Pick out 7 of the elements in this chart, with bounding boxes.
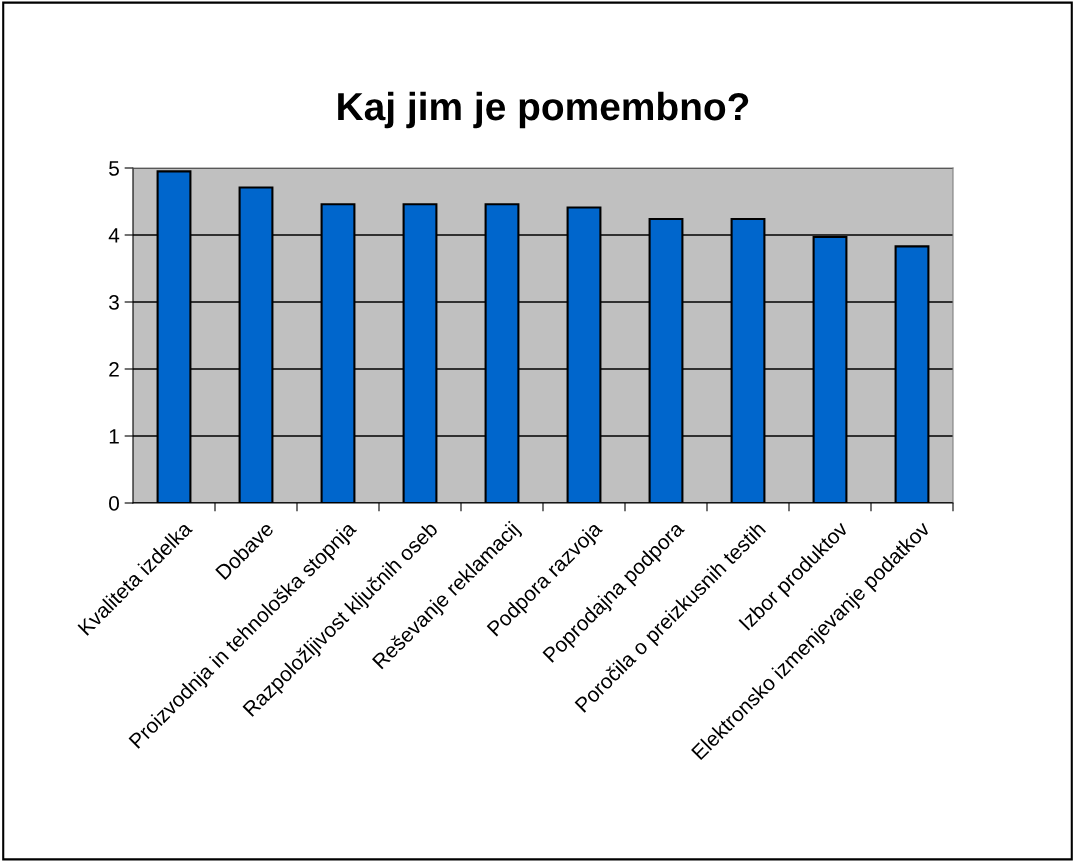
- y-tick-label: 5: [109, 161, 119, 176]
- y-tick-label: 4: [108, 228, 120, 243]
- y-tick-label: 0: [109, 496, 119, 511]
- chart-title: Kaj jim je pomembno?: [338, 91, 749, 129]
- y-tick-label: 1: [109, 429, 119, 444]
- y-tick-label: 3: [109, 295, 119, 310]
- y-tick-label: 2: [109, 362, 119, 377]
